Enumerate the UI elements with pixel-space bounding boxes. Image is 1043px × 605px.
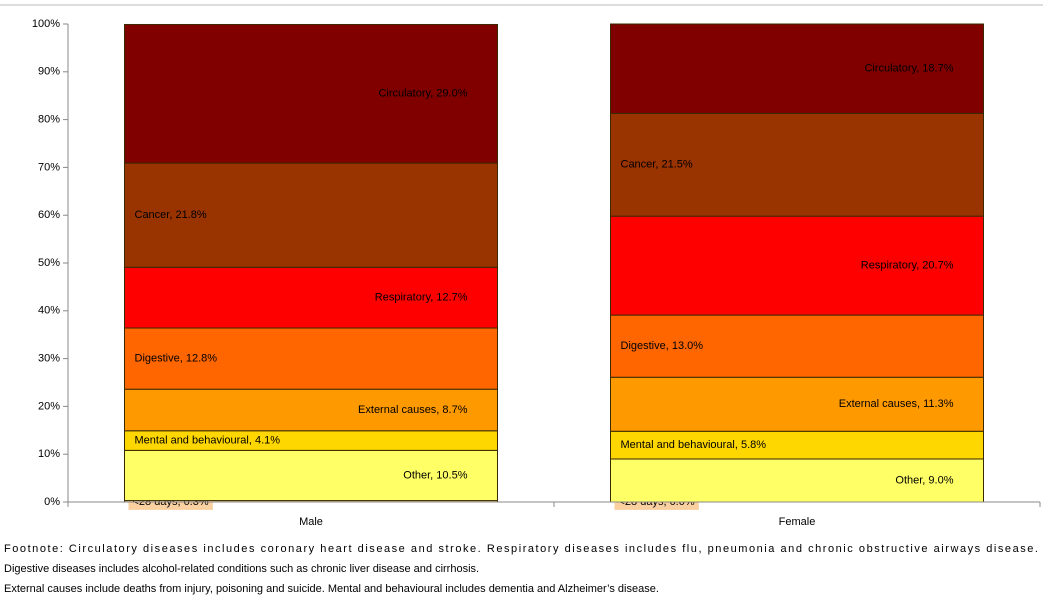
y-tick-label: 100% <box>32 18 60 30</box>
data-label: Mental and behavioural, 4.1% <box>135 434 281 446</box>
data-label: Cancer, 21.5% <box>621 159 693 171</box>
bar-segment <box>610 430 984 460</box>
data-label: Other, 10.5% <box>403 469 467 481</box>
y-tick-label: 50% <box>38 257 60 269</box>
bar-segment <box>610 314 984 378</box>
data-label: External causes, 8.7% <box>358 404 468 416</box>
bar-segment <box>610 458 984 503</box>
y-tick-label: 60% <box>38 209 60 221</box>
data-label: Respiratory, 12.7% <box>375 292 468 304</box>
data-label: Circulatory, 18.7% <box>864 63 953 75</box>
footnote: External causes include deaths from inju… <box>4 583 659 595</box>
y-tick-label: 10% <box>38 448 60 460</box>
y-tick-label: 70% <box>38 161 60 173</box>
y-tick-label: 80% <box>38 114 60 126</box>
bar-segment <box>610 112 984 217</box>
bar-segment <box>124 327 498 390</box>
y-tick-label: 20% <box>38 400 60 412</box>
bar-segment <box>124 388 498 432</box>
bar-segment <box>124 162 498 268</box>
y-tick-label: 90% <box>38 66 60 78</box>
data-label: Digestive, 13.0% <box>621 340 704 352</box>
y-tick-label: 0% <box>44 496 60 508</box>
bar-segment <box>610 376 984 432</box>
y-tick-label: 30% <box>38 353 60 365</box>
footnote: Digestive diseases includes alcohol-rela… <box>4 563 479 575</box>
data-label: Mental and behavioural, 5.8% <box>621 439 767 451</box>
y-tick-label: 40% <box>38 305 60 317</box>
footnote: Footnote: Circulatory diseases includes … <box>4 543 1038 555</box>
x-tick-label: Female <box>779 516 816 528</box>
bar-segment <box>124 23 498 164</box>
x-tick-label: Male <box>299 516 323 528</box>
bar-segment <box>610 215 984 316</box>
data-label: Other, 9.0% <box>895 474 953 486</box>
data-label: External causes, 11.3% <box>839 398 954 410</box>
data-label: Digestive, 12.8% <box>135 353 218 365</box>
data-label: Cancer, 21.8% <box>135 209 207 221</box>
data-label: Circulatory, 29.0% <box>378 88 467 100</box>
bar-segment <box>610 23 984 114</box>
data-label: Respiratory, 20.7% <box>861 260 954 272</box>
